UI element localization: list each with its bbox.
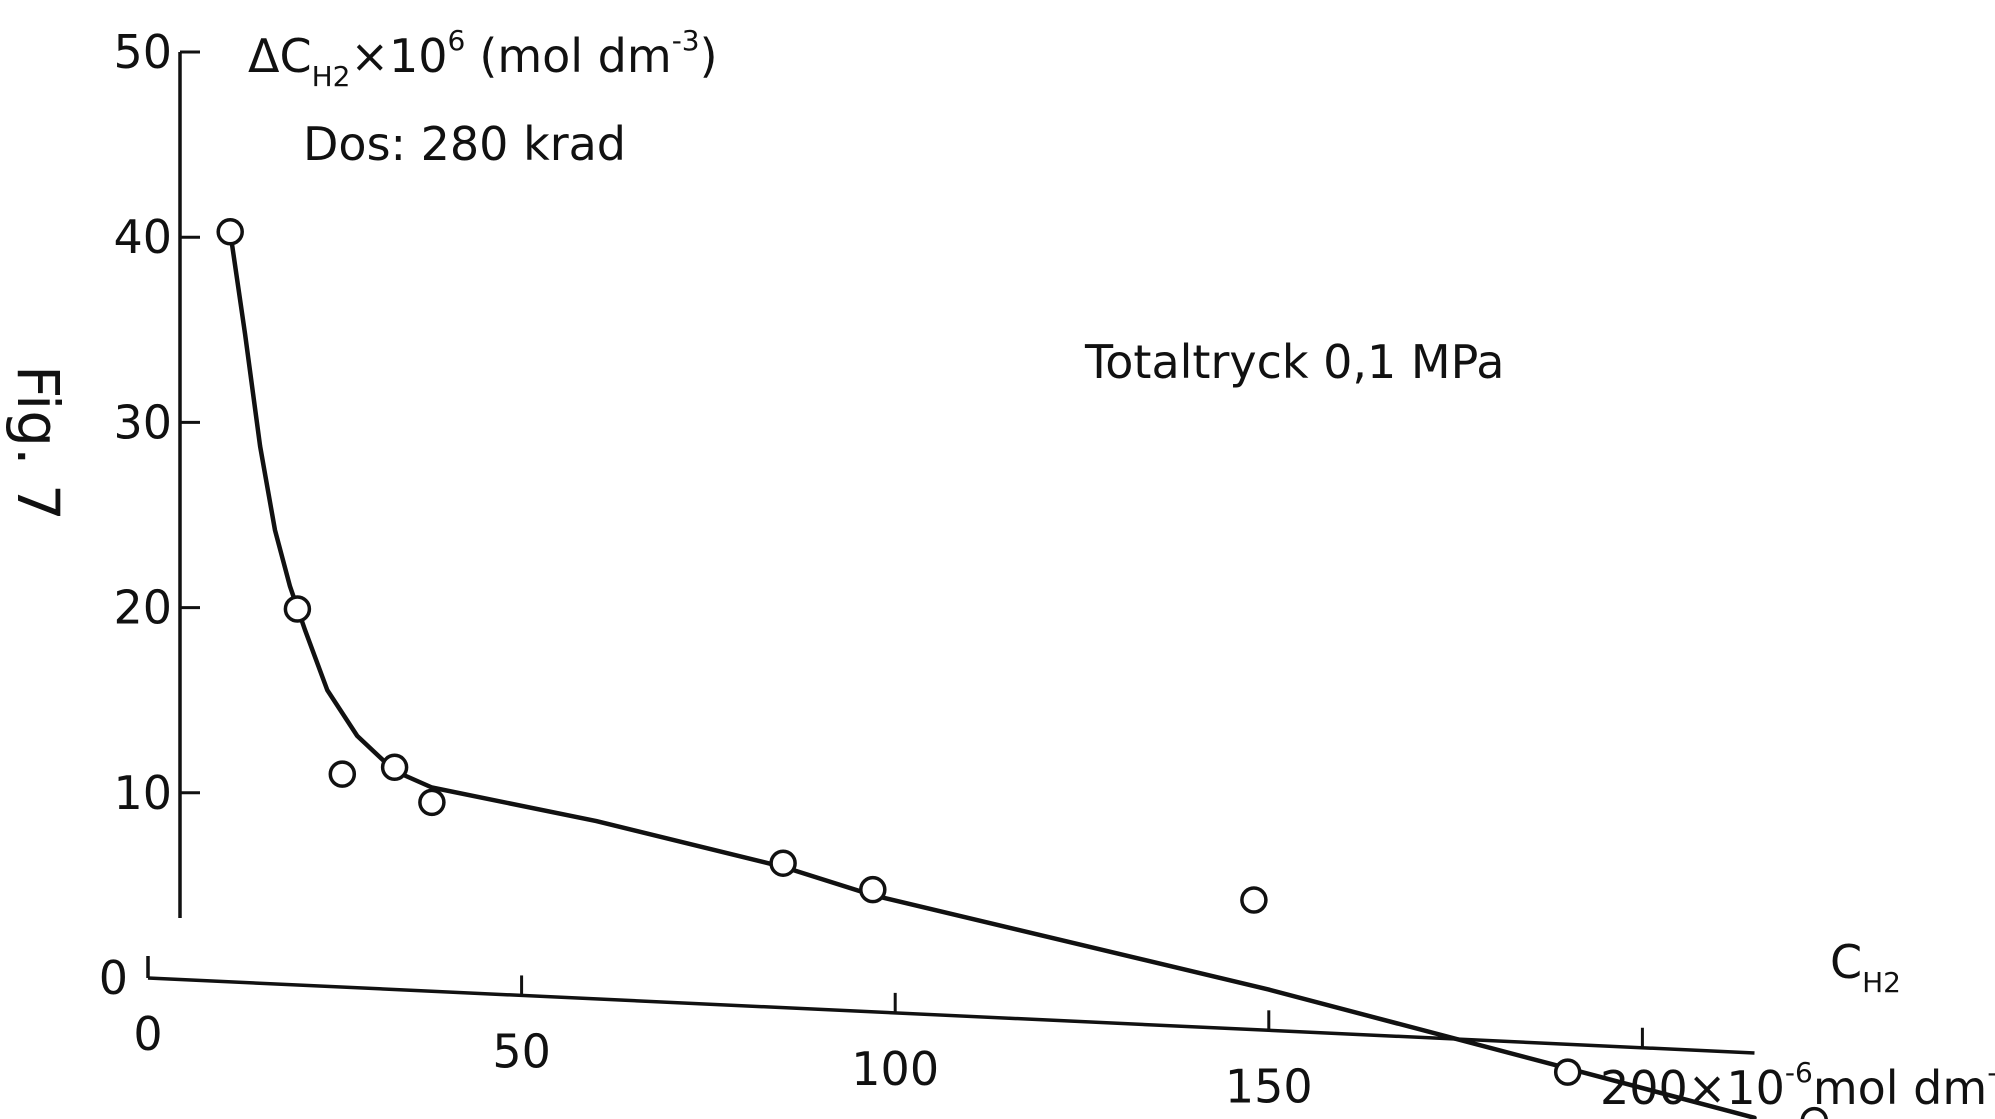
pressure-annotation: Totaltryck 0,1 MPa bbox=[1084, 335, 1504, 389]
y-tick-label: 40 bbox=[113, 210, 172, 264]
data-point bbox=[1553, 1058, 1582, 1086]
y-tick-label: 10 bbox=[113, 766, 172, 820]
data-point bbox=[1800, 1106, 1828, 1119]
x-tick-label: 150 bbox=[1225, 1059, 1313, 1113]
data-point bbox=[380, 753, 409, 782]
x-end-label: 200×10-6mol dm-3 bbox=[1600, 1056, 1995, 1115]
y-axis-label: ΔCH2×106 (mol dm-3) bbox=[248, 24, 718, 93]
data-point bbox=[418, 788, 446, 817]
y-tick-label: 50 bbox=[113, 25, 172, 79]
x-tick-label: 100 bbox=[851, 1042, 939, 1096]
data-points bbox=[216, 218, 1828, 1119]
y-tick-label: 0 bbox=[99, 951, 128, 1005]
data-point bbox=[769, 849, 797, 877]
x-tick-label: 50 bbox=[492, 1024, 551, 1078]
data-point bbox=[216, 218, 244, 246]
x-ticks: 0 50 100 150 bbox=[133, 975, 1644, 1113]
data-point bbox=[1240, 886, 1268, 914]
y-tick-label: 30 bbox=[113, 395, 172, 449]
dose-annotation: Dos: 280 krad bbox=[303, 117, 626, 171]
x-axis-line bbox=[147, 976, 1755, 1055]
y-tick-label: 20 bbox=[113, 581, 172, 635]
figure-mark: Fig. 7 bbox=[4, 365, 72, 521]
data-point bbox=[328, 760, 357, 788]
fit-curve-line bbox=[227, 229, 1757, 1119]
x-axis-label: CH2 bbox=[1830, 935, 1901, 999]
x-tick-label: 0 bbox=[133, 1007, 162, 1061]
data-point bbox=[859, 875, 887, 904]
y-ticks: 0 10 20 30 40 50 bbox=[99, 25, 200, 1005]
data-point bbox=[283, 595, 312, 623]
